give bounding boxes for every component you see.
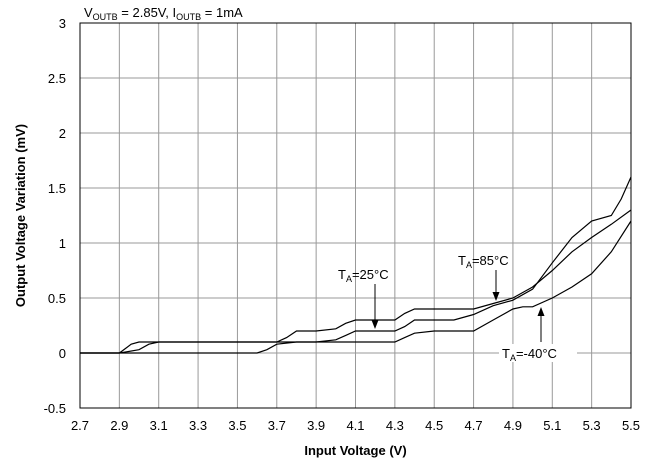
y-axis-title: Output Voltage Variation (mV) <box>13 124 28 307</box>
x-tick-label: 3.5 <box>228 418 246 433</box>
x-tick-label: 3.3 <box>189 418 207 433</box>
test-conditions: VOUTB = 2.85V, IOUTB = 1mA <box>84 5 243 22</box>
y-tick-label: 2 <box>59 126 66 141</box>
series-lines <box>80 176 632 354</box>
x-tick-label: 2.7 <box>71 418 89 433</box>
series-line-85c <box>80 176 632 354</box>
x-tick-label: 3.7 <box>268 418 286 433</box>
x-tick-labels: 2.7 2.9 3.1 3.3 3.5 3.7 3.9 4.1 4.3 4.5 4.7 4.9 5.1 5… <box>71 418 640 433</box>
x-tick-label: 3.9 <box>307 418 325 433</box>
x-axis-title: Input Voltage (V) <box>304 443 406 458</box>
x-tick-label: 2.9 <box>110 418 128 433</box>
annotation-label-25c: TA=25°C <box>338 267 389 284</box>
y-tick-labels: -0.5 0 0.5 1 1.5 2 2.5 3 <box>44 16 66 416</box>
y-tick-label: 1.5 <box>48 181 66 196</box>
y-tick-label: 1 <box>59 236 66 251</box>
x-tick-label: 3.1 <box>150 418 168 433</box>
cond-v-sub: OUTB <box>93 12 118 22</box>
y-tick-label: 0.5 <box>48 291 66 306</box>
series-line-25c <box>80 209 632 354</box>
annotation-arrowhead-85c <box>492 292 500 301</box>
cond-v-base: V <box>84 5 93 20</box>
y-tick-label: 3 <box>59 16 66 31</box>
annotation-label-85c: TA=85°C <box>458 253 509 270</box>
y-tick-label: -0.5 <box>44 401 66 416</box>
x-tick-label: 4.9 <box>504 418 522 433</box>
cond-i-value: = 1mA <box>201 5 243 20</box>
x-tick-label: 4.7 <box>465 418 483 433</box>
x-tick-label: 4.3 <box>386 418 404 433</box>
series-line-minus-40c <box>80 220 632 354</box>
y-tick-label: 0 <box>59 346 66 361</box>
y-tick-label: 2.5 <box>48 71 66 86</box>
annotation-bg-m40c <box>499 344 577 362</box>
x-tick-label: 4.5 <box>425 418 443 433</box>
annotation-arrowhead-m40c <box>537 307 545 316</box>
x-tick-label: 5.5 <box>622 418 640 433</box>
cond-i-sub: OUTB <box>176 12 201 22</box>
annotation-label-m40c: TA=-40°C <box>502 346 557 363</box>
cond-v-value: = 2.85V, <box>118 5 173 20</box>
x-tick-label: 5.3 <box>583 418 601 433</box>
plot-frame <box>79 22 632 409</box>
x-tick-label: 5.1 <box>543 418 561 433</box>
x-tick-label: 4.1 <box>346 418 364 433</box>
annotation-arrowhead-25c <box>371 320 379 329</box>
cond-i-base: I <box>173 5 177 20</box>
